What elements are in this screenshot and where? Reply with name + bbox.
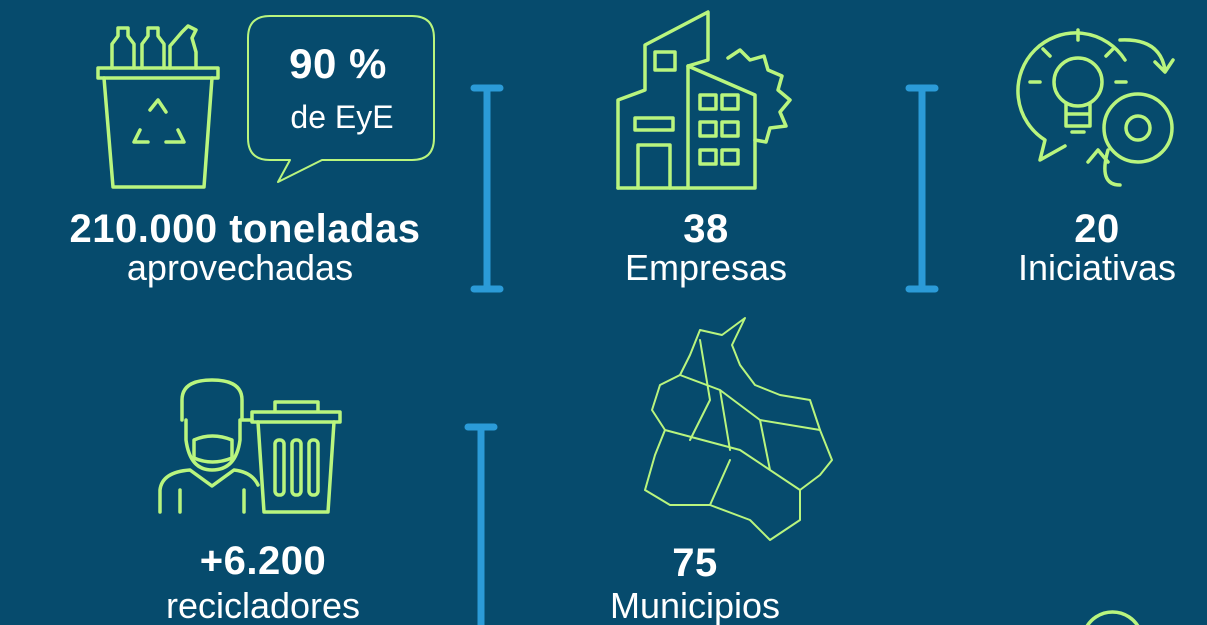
map-icon xyxy=(644,317,833,541)
speech-bubble: 90 % de EyE xyxy=(247,15,435,183)
stat-value: 20 xyxy=(1074,207,1120,251)
decoration xyxy=(1085,610,1140,625)
bubble-value: 90 % xyxy=(289,40,387,87)
stat-value: 75 xyxy=(672,541,718,585)
stat-value: +6.200 xyxy=(200,539,326,583)
stat-label: Iniciativas xyxy=(1018,247,1176,288)
building-icon xyxy=(616,10,792,190)
worker-icon xyxy=(158,378,342,514)
stat-value: 38 xyxy=(683,207,729,251)
separator xyxy=(470,84,504,293)
separator xyxy=(905,84,939,293)
stat-label: Municipios xyxy=(610,585,780,625)
stat-label: recicladores xyxy=(166,585,360,625)
separator xyxy=(464,423,498,625)
bubble-label: de EyE xyxy=(290,99,393,135)
idea-icon xyxy=(1016,28,1175,187)
recycle-bin-icon xyxy=(96,24,220,189)
stat-value: 210.000 toneladas xyxy=(70,207,421,251)
stat-label: Empresas xyxy=(625,247,787,288)
stat-label: aprovechadas xyxy=(127,247,353,288)
